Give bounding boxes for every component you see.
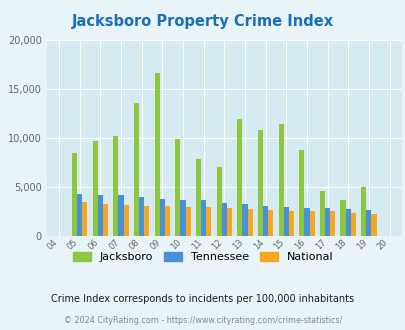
Bar <box>175 139 180 236</box>
Bar <box>309 212 314 236</box>
Bar <box>134 103 139 236</box>
Bar <box>283 207 288 236</box>
Bar <box>278 124 283 236</box>
Bar <box>206 208 211 236</box>
Bar <box>98 195 103 236</box>
Bar <box>154 73 160 236</box>
Bar <box>365 211 371 236</box>
Bar <box>123 205 128 236</box>
Bar <box>180 200 185 236</box>
Bar <box>329 212 335 236</box>
Bar <box>216 167 221 236</box>
Bar <box>288 211 293 236</box>
Bar <box>324 208 329 236</box>
Text: Jacksboro Property Crime Index: Jacksboro Property Crime Index <box>72 14 333 29</box>
Bar <box>304 209 309 236</box>
Bar <box>262 206 268 236</box>
Bar <box>371 214 376 236</box>
Bar <box>360 187 365 236</box>
Bar <box>268 211 273 236</box>
Bar <box>242 204 247 236</box>
Bar <box>319 191 324 236</box>
Legend: Jacksboro, Tennessee, National: Jacksboro, Tennessee, National <box>68 248 337 267</box>
Bar <box>144 206 149 236</box>
Bar <box>82 202 87 236</box>
Bar <box>221 203 226 236</box>
Bar <box>196 159 200 236</box>
Bar <box>226 209 232 236</box>
Text: © 2024 CityRating.com - https://www.cityrating.com/crime-statistics/: © 2024 CityRating.com - https://www.city… <box>64 316 341 325</box>
Bar <box>185 207 190 236</box>
Bar <box>139 197 144 236</box>
Bar <box>160 199 164 236</box>
Bar <box>298 150 304 236</box>
Bar <box>103 204 108 236</box>
Text: Crime Index corresponds to incidents per 100,000 inhabitants: Crime Index corresponds to incidents per… <box>51 294 354 304</box>
Bar <box>77 194 82 236</box>
Bar <box>164 206 170 236</box>
Bar <box>345 209 350 236</box>
Bar <box>257 130 262 236</box>
Bar <box>92 141 98 236</box>
Bar <box>237 119 242 236</box>
Bar <box>113 136 118 236</box>
Bar <box>118 195 123 236</box>
Bar <box>200 200 206 236</box>
Bar <box>72 152 77 236</box>
Bar <box>340 200 345 236</box>
Bar <box>350 213 355 236</box>
Bar <box>247 209 252 236</box>
